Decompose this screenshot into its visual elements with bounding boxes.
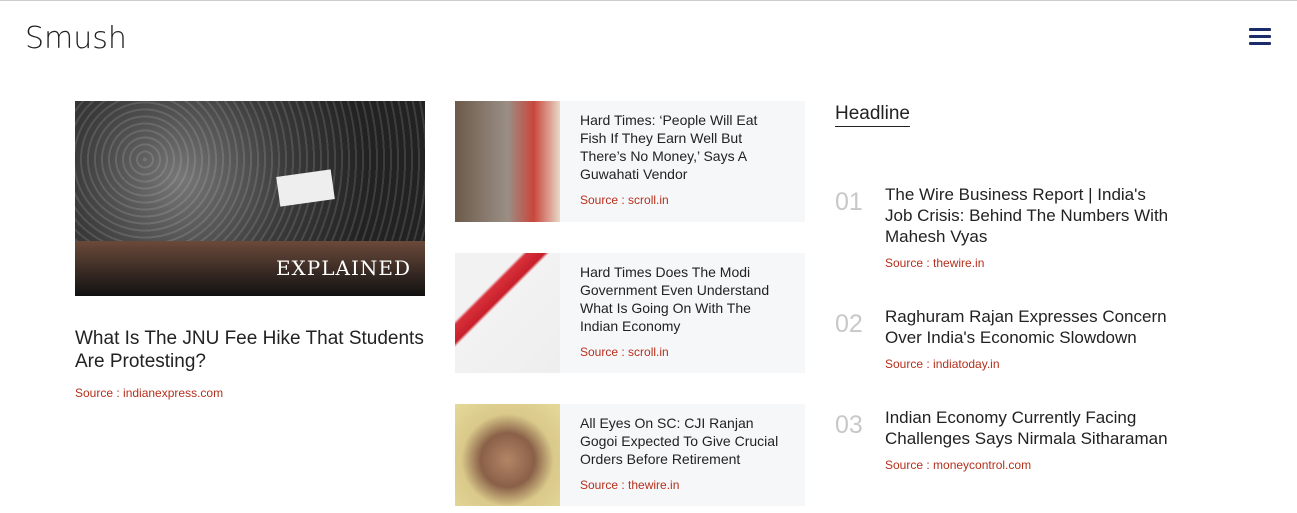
headline-source: Source : moneycontrol.com <box>885 458 1032 472</box>
card-title[interactable]: All Eyes On SC: CJI Ranjan Gogoi Expecte… <box>580 415 779 467</box>
headline-heading: Headline <box>835 103 910 127</box>
explained-logo: EXPLAINED <box>275 256 411 280</box>
headline-number: 01 <box>835 188 863 216</box>
headline-title[interactable]: Indian Economy Currently Facing Challeng… <box>885 408 1168 448</box>
card-title[interactable]: Hard Times Does The Modi Government Even… <box>580 264 770 334</box>
featured-source: Source : indianexpress.com <box>75 386 224 400</box>
headline-number: 03 <box>835 411 863 439</box>
brand-logo[interactable]: Smush <box>25 21 127 56</box>
featured-title[interactable]: What Is The JNU Fee Hike That Students A… <box>75 328 424 372</box>
card-image[interactable] <box>455 404 560 506</box>
card-source: Source : scroll.in <box>580 193 669 207</box>
headline-item[interactable]: 01 The Wire Business Report | India's Jo… <box>835 184 1175 270</box>
headline-number: 02 <box>835 310 863 338</box>
headline-item[interactable]: 02 Raghuram Rajan Expresses Concern Over… <box>835 306 1175 371</box>
card-source: Source : thewire.in <box>580 478 680 492</box>
card-title[interactable]: Hard Times: ‘People Will Eat Fish If The… <box>580 112 758 182</box>
headline-item[interactable]: 03 Indian Economy Currently Facing Chall… <box>835 407 1175 472</box>
news-card[interactable]: Hard Times Does The Modi Government Even… <box>455 253 805 373</box>
card-image[interactable] <box>455 253 560 373</box>
hamburger-icon[interactable] <box>1249 28 1271 46</box>
headline-title[interactable]: Raghuram Rajan Expresses Concern Over In… <box>885 307 1167 347</box>
card-source: Source : scroll.in <box>580 345 669 359</box>
card-image[interactable] <box>455 101 560 222</box>
featured-article[interactable]: EXPLAINED What Is The JNU Fee Hike That … <box>75 101 425 400</box>
headline-source: Source : indiatoday.in <box>885 357 1000 371</box>
news-card[interactable]: All Eyes On SC: CJI Ranjan Gogoi Expecte… <box>455 404 805 506</box>
headline-source: Source : thewire.in <box>885 256 985 270</box>
featured-image[interactable]: EXPLAINED <box>75 101 425 296</box>
news-card[interactable]: Hard Times: ‘People Will Eat Fish If The… <box>455 101 805 222</box>
headline-title[interactable]: The Wire Business Report | India's Job C… <box>885 185 1169 246</box>
